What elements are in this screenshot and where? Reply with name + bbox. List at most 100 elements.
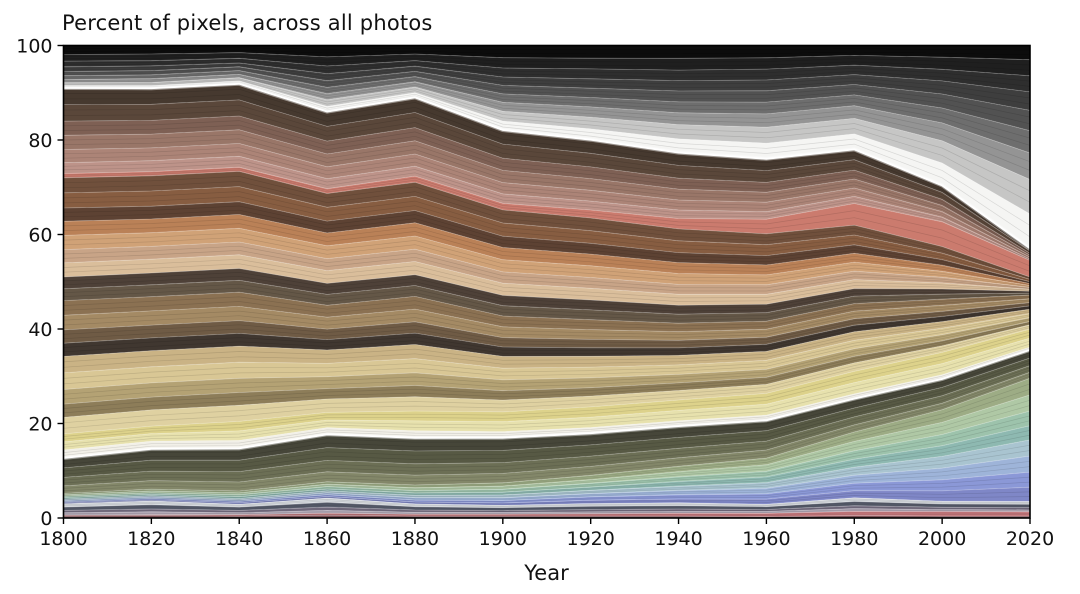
band-texture-line — [63, 388, 1031, 495]
area-band-slate-dark — [63, 501, 1030, 511]
area-band-bottom-red — [63, 511, 1030, 517]
area-band-blue-violet — [63, 487, 1030, 506]
band-texture-line — [63, 205, 1031, 283]
area-band-pale-steel — [63, 497, 1030, 508]
band-separator — [63, 186, 1031, 280]
band-texture-line — [63, 272, 1031, 309]
x-tick-label: 1860 — [303, 528, 351, 550]
band-separator — [63, 505, 1031, 511]
area-band-brown-dark — [63, 201, 1030, 284]
band-separator — [63, 227, 1031, 286]
area-band-sand — [63, 313, 1030, 390]
band-texture-line — [63, 369, 1031, 484]
band-separator — [63, 302, 1031, 341]
area-band-sienna — [63, 186, 1030, 282]
band-texture-line — [63, 405, 1031, 497]
band-texture-line — [63, 110, 1031, 253]
band-texture-line — [63, 169, 1031, 272]
band-separator — [63, 455, 1031, 501]
area-band-periwinkle — [63, 472, 1030, 503]
band-texture-line — [63, 245, 1031, 289]
band-texture-line — [63, 176, 1031, 279]
band-separator — [63, 155, 1031, 260]
band-separator — [63, 57, 1031, 77]
band-separator — [63, 52, 1031, 61]
band-texture-line — [63, 506, 1031, 512]
band-separator — [63, 514, 1030, 517]
band-texture-line — [63, 460, 1031, 502]
band-separator — [63, 73, 1031, 154]
band-separator — [63, 66, 1031, 111]
band-texture-line — [63, 383, 1031, 495]
band-texture-line — [63, 319, 1031, 400]
band-texture-line — [63, 147, 1031, 259]
y-tick-label: 0 — [40, 508, 52, 530]
area-band-gray-darker — [63, 58, 1030, 92]
band-separator — [63, 308, 1031, 357]
band-separator — [63, 501, 1031, 509]
band-texture-line — [63, 196, 1031, 282]
band-texture-line — [63, 499, 1031, 508]
area-band-orange-tan — [63, 214, 1030, 286]
area-band-olive-dark — [63, 358, 1030, 478]
band-texture-line — [63, 94, 1031, 251]
band-texture-line — [63, 498, 1031, 507]
band-separator — [63, 268, 1031, 306]
area-band-gray-darkest — [63, 52, 1030, 76]
band-texture-line — [63, 509, 1031, 514]
band-texture-line — [63, 434, 1031, 499]
band-texture-line — [63, 61, 1031, 87]
band-texture-line — [63, 151, 1031, 259]
band-texture-line — [63, 303, 1031, 344]
band-texture-line — [63, 450, 1031, 501]
x-tick-label: 1940 — [654, 528, 702, 550]
area-band-olive-light — [63, 372, 1030, 494]
band-texture-line — [63, 124, 1031, 255]
band-texture-line — [63, 420, 1031, 498]
band-separator — [63, 497, 1031, 506]
band-texture-line — [63, 47, 1031, 51]
band-separator — [63, 317, 1031, 390]
area-band-pale-yellow — [63, 338, 1030, 450]
band-texture-line — [63, 348, 1031, 456]
band-texture-line — [63, 295, 1031, 327]
area-band-taupe — [63, 99, 1030, 254]
band-texture-line — [63, 334, 1031, 440]
y-tick-label: 20 — [28, 414, 52, 436]
band-texture-line — [63, 250, 1031, 292]
band-separator — [63, 129, 1031, 256]
band-separator — [63, 170, 1031, 278]
band-texture-line — [63, 133, 1031, 257]
area-band-yellow — [63, 329, 1030, 442]
band-separator — [63, 298, 1031, 333]
band-texture-line — [63, 78, 1031, 192]
band-texture-line — [63, 299, 1031, 335]
band-texture-line — [63, 367, 1031, 481]
band-texture-line — [63, 491, 1031, 505]
band-texture-line — [63, 515, 1030, 518]
band-separator — [63, 337, 1031, 443]
band-texture-line — [63, 318, 1031, 395]
band-separator — [63, 166, 1031, 261]
band-texture-line — [63, 218, 1031, 285]
band-texture-line — [63, 347, 1031, 453]
band-separator — [63, 510, 1031, 516]
band-separator — [63, 201, 1031, 283]
band-separator — [63, 321, 1031, 405]
band-texture-line — [63, 181, 1031, 279]
x-tick-label: 1800 — [39, 528, 87, 550]
band-separator — [63, 508, 1031, 514]
band-texture-line — [63, 120, 1031, 255]
band-texture-line — [63, 399, 1031, 496]
area-band-khaki-dark — [63, 317, 1030, 405]
band-texture-line — [63, 354, 1031, 465]
band-separator — [63, 425, 1031, 499]
band-texture-line — [63, 159, 1031, 260]
band-texture-line — [63, 71, 1031, 139]
band-texture-line — [63, 310, 1031, 363]
band-texture-line — [63, 209, 1031, 284]
area-band-olive-tan — [63, 321, 1030, 418]
band-texture-line — [63, 75, 1031, 163]
